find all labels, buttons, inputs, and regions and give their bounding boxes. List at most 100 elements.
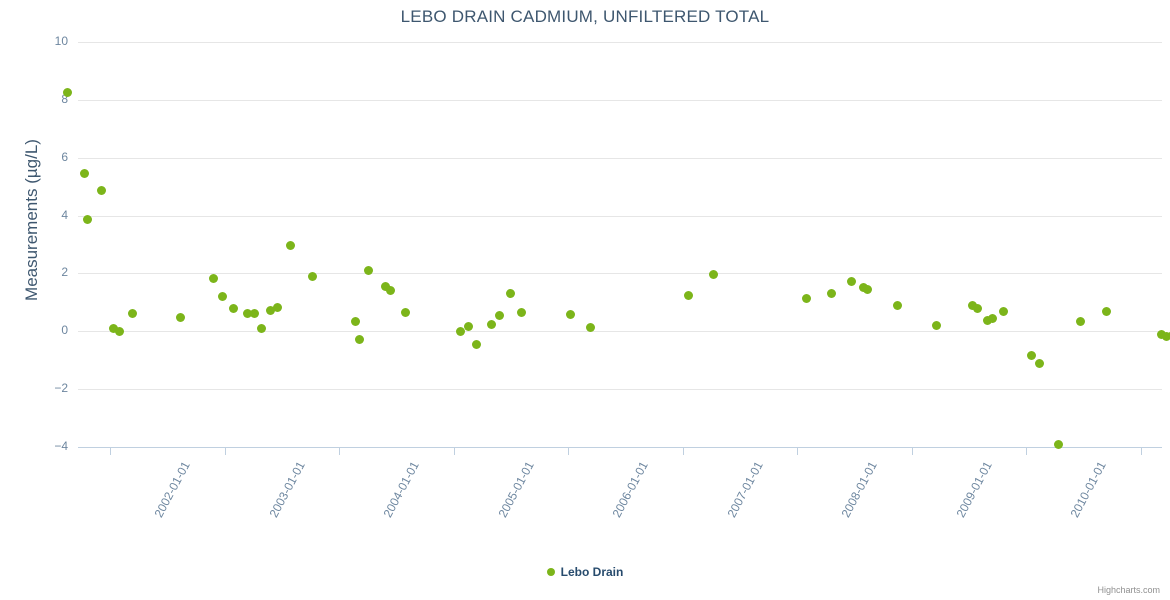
x-tick xyxy=(682,448,684,455)
data-point[interactable] xyxy=(463,321,473,331)
data-point[interactable] xyxy=(998,306,1008,316)
legend-marker-icon xyxy=(546,568,555,576)
data-point[interactable] xyxy=(506,288,516,298)
y-tick-label: 6 xyxy=(61,149,68,164)
data-point[interactable] xyxy=(249,308,259,318)
x-tick xyxy=(797,448,798,455)
x-tick-label: 2003-01-01 xyxy=(266,459,308,520)
data-point[interactable] xyxy=(229,304,239,314)
x-tick-label: 2008-01-01 xyxy=(838,459,880,520)
x-tick xyxy=(568,448,569,455)
data-point[interactable] xyxy=(242,308,252,318)
x-tick xyxy=(339,448,340,455)
data-point[interactable] xyxy=(400,307,410,317)
data-point[interactable] xyxy=(1156,330,1166,340)
chart-legend: Lebo Drain xyxy=(0,563,1170,581)
data-point[interactable] xyxy=(893,301,903,311)
data-point[interactable] xyxy=(973,303,983,313)
data-point[interactable] xyxy=(272,303,282,313)
plot-area[interactable] xyxy=(63,42,1170,449)
gridline-y--4 xyxy=(78,447,1162,448)
legend-item-label: Lebo Drain xyxy=(560,565,624,579)
x-tick-label: 2009-01-01 xyxy=(953,459,995,520)
x-tick xyxy=(110,448,111,455)
x-tick-label: 2004-01-01 xyxy=(380,459,422,520)
data-point[interactable] xyxy=(265,305,275,315)
data-point[interactable] xyxy=(708,270,718,280)
data-point[interactable] xyxy=(1035,358,1045,368)
highcharts-credits[interactable]: Highcharts.com xyxy=(1097,585,1160,595)
data-point[interactable] xyxy=(1168,331,1170,341)
data-point[interactable] xyxy=(176,312,186,322)
data-point[interactable] xyxy=(982,315,992,325)
data-point[interactable] xyxy=(97,185,107,195)
data-point[interactable] xyxy=(967,301,977,311)
data-point[interactable] xyxy=(63,88,73,98)
x-tick-label: 2005-01-01 xyxy=(495,459,537,520)
data-point[interactable] xyxy=(217,292,227,302)
data-point[interactable] xyxy=(350,316,360,326)
data-point[interactable] xyxy=(826,288,836,298)
data-point[interactable] xyxy=(863,284,873,294)
y-tick-label: 0 xyxy=(61,323,68,338)
data-point[interactable] xyxy=(114,326,124,336)
data-point[interactable] xyxy=(847,277,857,287)
x-tick xyxy=(453,448,455,455)
gridline-y-10 xyxy=(78,42,1162,43)
data-point[interactable] xyxy=(494,310,504,320)
x-tick-label: 2007-01-01 xyxy=(724,459,766,520)
data-point[interactable] xyxy=(128,308,138,318)
data-point[interactable] xyxy=(516,307,526,317)
data-point[interactable] xyxy=(586,323,596,333)
data-point[interactable] xyxy=(208,273,218,283)
y-axis-tick-labels: 10 8 6 4 2 0 −2 −4 xyxy=(0,34,68,453)
data-point[interactable] xyxy=(80,169,90,179)
data-point[interactable] xyxy=(381,281,391,291)
y-tick-label: 10 xyxy=(54,34,68,48)
data-point[interactable] xyxy=(1076,316,1086,326)
x-tick-label: 2006-01-01 xyxy=(609,459,651,520)
gridline-y--2 xyxy=(78,389,1162,391)
data-point[interactable] xyxy=(988,314,998,324)
chart-title: LEBO DRAIN CADMIUM, UNFILTERED TOTAL xyxy=(400,7,770,26)
data-point[interactable] xyxy=(801,293,811,303)
data-point[interactable] xyxy=(108,323,118,333)
data-point[interactable] xyxy=(683,290,693,300)
gridline-y-6 xyxy=(78,157,1162,159)
x-tick xyxy=(224,448,226,455)
gridline-y-2 xyxy=(78,273,1162,275)
data-point[interactable] xyxy=(1101,306,1111,316)
data-point[interactable] xyxy=(386,285,396,295)
data-point[interactable] xyxy=(471,339,481,349)
data-point[interactable] xyxy=(486,320,496,330)
y-tick-label: 8 xyxy=(61,91,68,106)
x-tick-label: 2002-01-01 xyxy=(151,459,193,520)
data-point[interactable] xyxy=(932,321,942,330)
gridline-y-0 xyxy=(78,331,1162,333)
gridline-y-8 xyxy=(78,99,1162,101)
data-point[interactable] xyxy=(308,272,318,282)
x-axis-ticks xyxy=(78,448,1162,456)
data-point[interactable] xyxy=(1162,331,1170,341)
data-point[interactable] xyxy=(286,241,296,251)
x-tick xyxy=(1140,448,1142,455)
x-tick-label: 2010-01-01 xyxy=(1067,459,1109,520)
data-point[interactable] xyxy=(355,335,365,345)
data-point[interactable] xyxy=(858,283,868,293)
y-tick-label: −2 xyxy=(54,381,68,396)
data-point[interactable] xyxy=(1053,439,1063,449)
y-tick-label: −4 xyxy=(54,439,68,453)
data-point[interactable] xyxy=(455,326,465,336)
data-point[interactable] xyxy=(565,310,575,319)
data-point[interactable] xyxy=(82,215,92,225)
data-point[interactable] xyxy=(1027,351,1037,361)
x-tick xyxy=(1026,448,1027,455)
data-point[interactable] xyxy=(256,324,266,334)
y-tick-label: 2 xyxy=(61,265,68,280)
x-tick xyxy=(911,448,913,455)
data-point[interactable] xyxy=(364,266,374,276)
gridline-y-4 xyxy=(78,215,1162,217)
y-tick-label: 4 xyxy=(61,207,68,222)
legend-item-lebo-drain[interactable]: Lebo Drain xyxy=(546,565,624,579)
